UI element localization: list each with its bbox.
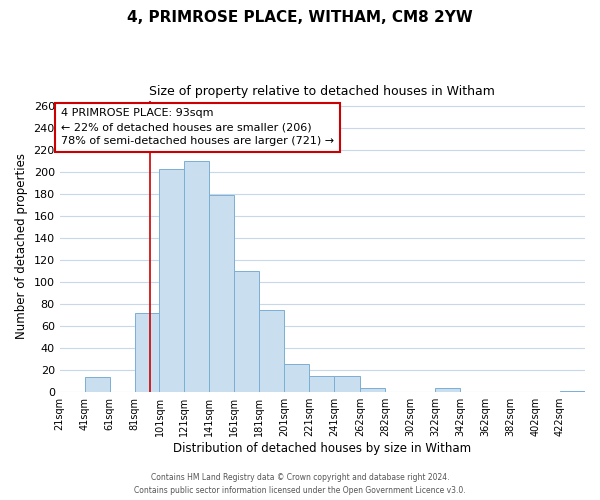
Bar (560, 391, 585, 392)
Y-axis label: Number of detached properties: Number of detached properties (15, 154, 28, 340)
Text: 4 PRIMROSE PLACE: 93sqm
← 22% of detached houses are smaller (206)
78% of semi-d: 4 PRIMROSE PLACE: 93sqm ← 22% of detache… (61, 108, 334, 146)
Bar (284, 364, 309, 392)
Text: Contains HM Land Registry data © Crown copyright and database right 2024.
Contai: Contains HM Land Registry data © Crown c… (134, 474, 466, 495)
X-axis label: Distribution of detached houses by size in Witham: Distribution of detached houses by size … (173, 442, 472, 455)
Bar (85, 377, 110, 392)
Bar (160, 169, 184, 392)
Bar (184, 161, 209, 392)
Bar (235, 271, 259, 392)
Bar (361, 388, 385, 392)
Title: Size of property relative to detached houses in Witham: Size of property relative to detached ho… (149, 85, 495, 98)
Bar (209, 195, 235, 392)
Bar (334, 376, 361, 392)
Bar (134, 313, 160, 392)
Bar (259, 310, 284, 392)
Bar (435, 388, 460, 392)
Bar (309, 376, 334, 392)
Text: 4, PRIMROSE PLACE, WITHAM, CM8 2YW: 4, PRIMROSE PLACE, WITHAM, CM8 2YW (127, 10, 473, 25)
